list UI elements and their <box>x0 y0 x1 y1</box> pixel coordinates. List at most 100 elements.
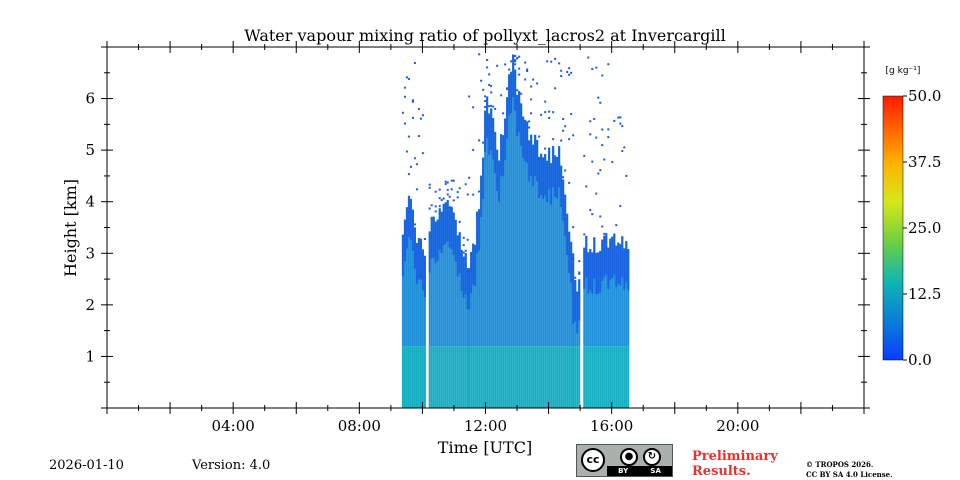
data-cell <box>440 346 443 408</box>
data-cell <box>613 119 616 122</box>
data-cell <box>607 136 610 139</box>
data-cell <box>605 233 608 347</box>
data-cell <box>591 346 594 408</box>
data-cell <box>532 144 535 347</box>
data-cell <box>623 146 626 149</box>
y-tick-label: 4 <box>85 193 95 211</box>
data-cell <box>452 346 455 408</box>
data-cell <box>544 147 547 150</box>
data-cell <box>464 346 467 408</box>
data-cell <box>560 69 563 72</box>
data-cell <box>446 181 449 184</box>
data-cell <box>405 150 408 153</box>
data-cell <box>564 194 567 347</box>
data-cell <box>411 209 414 347</box>
data-cell <box>615 245 618 287</box>
data-cell <box>520 346 523 408</box>
data-cell <box>464 249 467 252</box>
data-cell <box>625 174 628 177</box>
data-cell <box>484 346 487 408</box>
y-tick-label: 5 <box>85 141 95 159</box>
data-cell <box>409 198 412 241</box>
data-cell <box>568 73 571 76</box>
data-cell <box>490 109 493 347</box>
license-strip: BY SA <box>607 466 672 476</box>
data-cell <box>591 213 594 216</box>
data-cell <box>454 219 457 347</box>
data-cell <box>444 202 447 244</box>
data-cell <box>562 179 565 347</box>
data-cell <box>446 193 449 196</box>
data-cell <box>530 98 533 101</box>
data-cell <box>506 346 509 408</box>
data-cell <box>536 346 539 408</box>
data-cell <box>621 150 624 153</box>
data-cell <box>458 187 461 190</box>
data-cell <box>599 346 602 408</box>
data-cell <box>448 195 451 198</box>
data-cell <box>552 138 555 141</box>
data-cell <box>619 244 622 347</box>
data-cell <box>520 103 523 106</box>
data-cell <box>508 74 511 347</box>
data-cell <box>450 208 453 347</box>
data-cell <box>468 95 471 98</box>
cc-license-badge[interactable]: cc ● ↻ BY SA <box>576 444 673 477</box>
data-cell <box>591 252 594 294</box>
data-cell <box>572 282 575 324</box>
data-cell <box>421 249 424 291</box>
data-cell <box>564 194 567 236</box>
data-cell <box>490 91 493 94</box>
data-cell <box>576 291 579 294</box>
data-cell <box>476 211 479 347</box>
data-cell <box>488 346 491 408</box>
data-cell <box>595 252 598 347</box>
data-cell <box>442 346 445 408</box>
data-cell <box>587 252 590 347</box>
data-cell <box>428 207 431 210</box>
y-tick-label: 2 <box>85 296 95 314</box>
data-cell <box>597 252 600 347</box>
data-cell <box>409 346 412 408</box>
data-cell <box>593 237 596 347</box>
data-cell <box>474 244 477 347</box>
data-cell <box>542 157 545 199</box>
data-cell <box>520 104 523 146</box>
data-cell <box>508 346 511 408</box>
data-cell <box>438 205 441 208</box>
version-label: Version: 4.0 <box>192 458 271 473</box>
data-cell <box>415 242 418 347</box>
data-cell <box>518 346 521 408</box>
data-cell <box>522 346 525 408</box>
data-cell <box>560 165 563 207</box>
data-cell <box>432 216 435 258</box>
data-cell <box>570 241 573 347</box>
data-cell <box>436 219 439 261</box>
date-label: 2026-01-10 <box>49 458 124 473</box>
data-cell <box>500 94 503 97</box>
data-cell <box>472 148 475 151</box>
data-cell <box>502 346 505 408</box>
data-cell <box>613 233 616 275</box>
data-cell <box>564 169 567 172</box>
data-cell <box>456 235 459 277</box>
data-cell <box>423 346 426 408</box>
data-cell <box>528 140 531 347</box>
data-cell <box>583 233 586 236</box>
data-cell <box>583 247 586 289</box>
data-cell <box>401 234 404 347</box>
data-cell <box>472 243 475 285</box>
data-cell <box>486 96 489 138</box>
data-cell <box>568 67 571 70</box>
data-cell <box>615 245 618 347</box>
data-cell <box>538 346 541 408</box>
data-cell <box>423 255 426 347</box>
data-cell <box>502 135 505 177</box>
data-cell <box>627 249 630 291</box>
data-cell <box>550 163 553 347</box>
colorbar-unit-label: [g kg⁻¹] <box>886 66 921 76</box>
data-cell <box>456 196 459 199</box>
data-cell <box>405 207 408 249</box>
data-cell <box>508 74 511 116</box>
data-cell <box>482 346 485 408</box>
